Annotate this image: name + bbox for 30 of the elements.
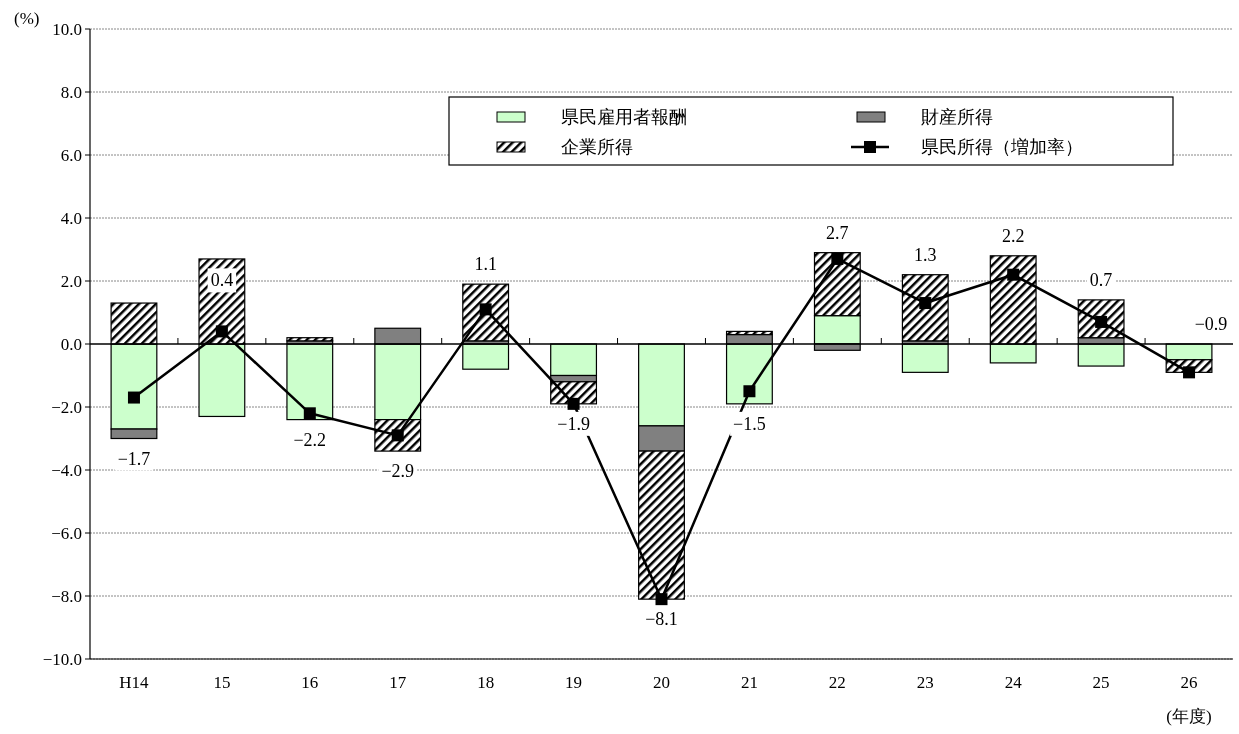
x-tick-label: 23 — [916, 673, 934, 692]
y-tick-label: 6.0 — [60, 146, 82, 165]
y-tick-label: −6.0 — [51, 524, 82, 543]
legend-label: 県民雇用者報酬 — [561, 107, 687, 127]
xlabel: (年度) — [1166, 707, 1212, 726]
y-tick-label: 10.0 — [52, 20, 82, 39]
y-tick-label: 2.0 — [60, 272, 82, 291]
x-tick-label: 20 — [653, 673, 670, 692]
legend-label: 企業所得 — [561, 137, 633, 157]
legend-label: 県民所得（増加率） — [921, 137, 1083, 157]
x-tick-label: 25 — [1092, 673, 1110, 692]
x-tick-label: 17 — [389, 673, 407, 692]
x-tick-label: 18 — [477, 673, 495, 692]
y-tick-label: −8.0 — [51, 587, 82, 606]
x-tick-label: 26 — [1180, 673, 1198, 692]
y-tick-label: −2.0 — [51, 398, 82, 417]
x-tick-label: 24 — [1004, 673, 1023, 692]
x-tick-label: 21 — [740, 673, 758, 692]
y-tick-label: 8.0 — [60, 83, 82, 102]
ylabel: (%) — [14, 9, 40, 28]
legend-label: 財産所得 — [921, 107, 993, 127]
x-tick-label: 22 — [828, 673, 846, 692]
x-tick-label: 19 — [565, 673, 583, 692]
x-tick-label: 15 — [213, 673, 231, 692]
y-tick-label: −10.0 — [42, 650, 82, 669]
x-tick-label: 16 — [301, 673, 319, 692]
y-tick-label: 0.0 — [60, 335, 82, 354]
x-tick-label: H14 — [119, 673, 150, 692]
y-tick-label: −4.0 — [51, 461, 82, 480]
y-tick-label: 4.0 — [60, 209, 82, 228]
